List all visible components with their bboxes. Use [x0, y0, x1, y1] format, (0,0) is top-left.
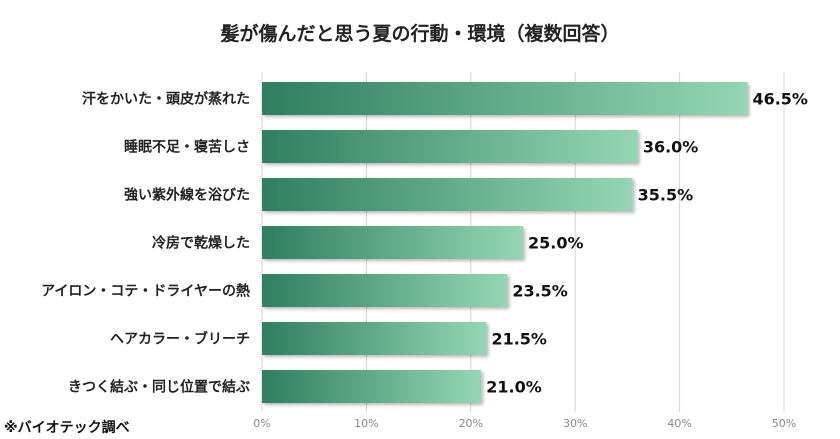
bar [262, 82, 748, 115]
value-label: 25.0% [528, 234, 584, 253]
value-label: 23.5% [512, 282, 568, 301]
x-tick-label: 40% [667, 417, 691, 430]
bar [262, 226, 523, 259]
category-label: 強い紫外線を浴びた [124, 187, 250, 204]
x-tick-label: 10% [354, 417, 378, 430]
bar [262, 178, 633, 211]
value-label: 36.0% [643, 138, 699, 157]
x-tick-label: 50% [772, 417, 796, 430]
value-label: 46.5% [752, 90, 808, 109]
source-note: ※バイオテック調べ [4, 419, 130, 436]
x-tick-label: 30% [563, 417, 587, 430]
x-axis-ticks: 0% 10% 20% 30% 40% 50% [253, 417, 796, 430]
category-label: アイロン・コテ・ドライヤーの熱 [41, 283, 250, 300]
category-label: 睡眠不足・寝苦しさ [124, 139, 250, 156]
bar [262, 274, 508, 307]
bar [262, 130, 638, 163]
x-tick-label: 0% [253, 417, 270, 430]
chart-title: 髪が傷んだと思う夏の行動・環境（複数回答） [219, 22, 619, 45]
bars: 汗をかいた・頭皮が蒸れた 46.5% 睡眠不足・寝苦しさ 36.0% 強い紫外線を浴びた… [41, 82, 808, 403]
category-label: 冷房で乾燥した [152, 235, 250, 252]
value-label: 21.0% [486, 378, 542, 397]
bar [262, 370, 482, 403]
value-label: 35.5% [638, 186, 694, 205]
value-label: 21.5% [491, 330, 547, 349]
x-tick-label: 20% [459, 417, 483, 430]
category-label: きつく結ぶ・同じ位置で結ぶ [68, 379, 250, 396]
category-label: 汗をかいた・頭皮が蒸れた [82, 91, 250, 108]
bar [262, 322, 487, 355]
category-label: ヘアカラー・ブリーチ [110, 331, 250, 348]
